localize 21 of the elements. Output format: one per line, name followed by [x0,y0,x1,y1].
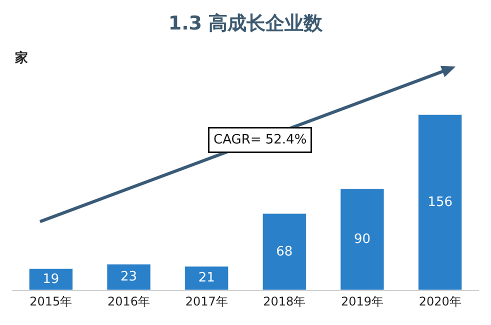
x-tick-label: 2015年 [30,294,72,308]
bar [340,188,384,290]
x-tick-label: 2018年 [263,294,306,308]
x-tick-label: 2017年 [185,294,228,308]
data-label: 156 [428,194,452,210]
bar [418,114,462,290]
data-label: 21 [198,270,215,286]
data-label: 90 [354,232,371,247]
bar [28,268,73,290]
chart-title: 1.3 高成长企业数 [168,12,324,35]
data-label: 68 [276,244,293,260]
data-label: 23 [120,270,138,285]
bar [106,264,151,290]
x-tick-label: 2019年 [340,294,384,308]
bar [262,213,306,290]
bar [184,266,229,290]
x-tick-label: 2016年 [107,294,150,308]
data-label: 19 [42,272,60,287]
annotation: CAGR= 52.4% [214,132,307,148]
y-axis-title: 家 [14,50,28,66]
x-tick-label: 2020年 [418,294,462,308]
